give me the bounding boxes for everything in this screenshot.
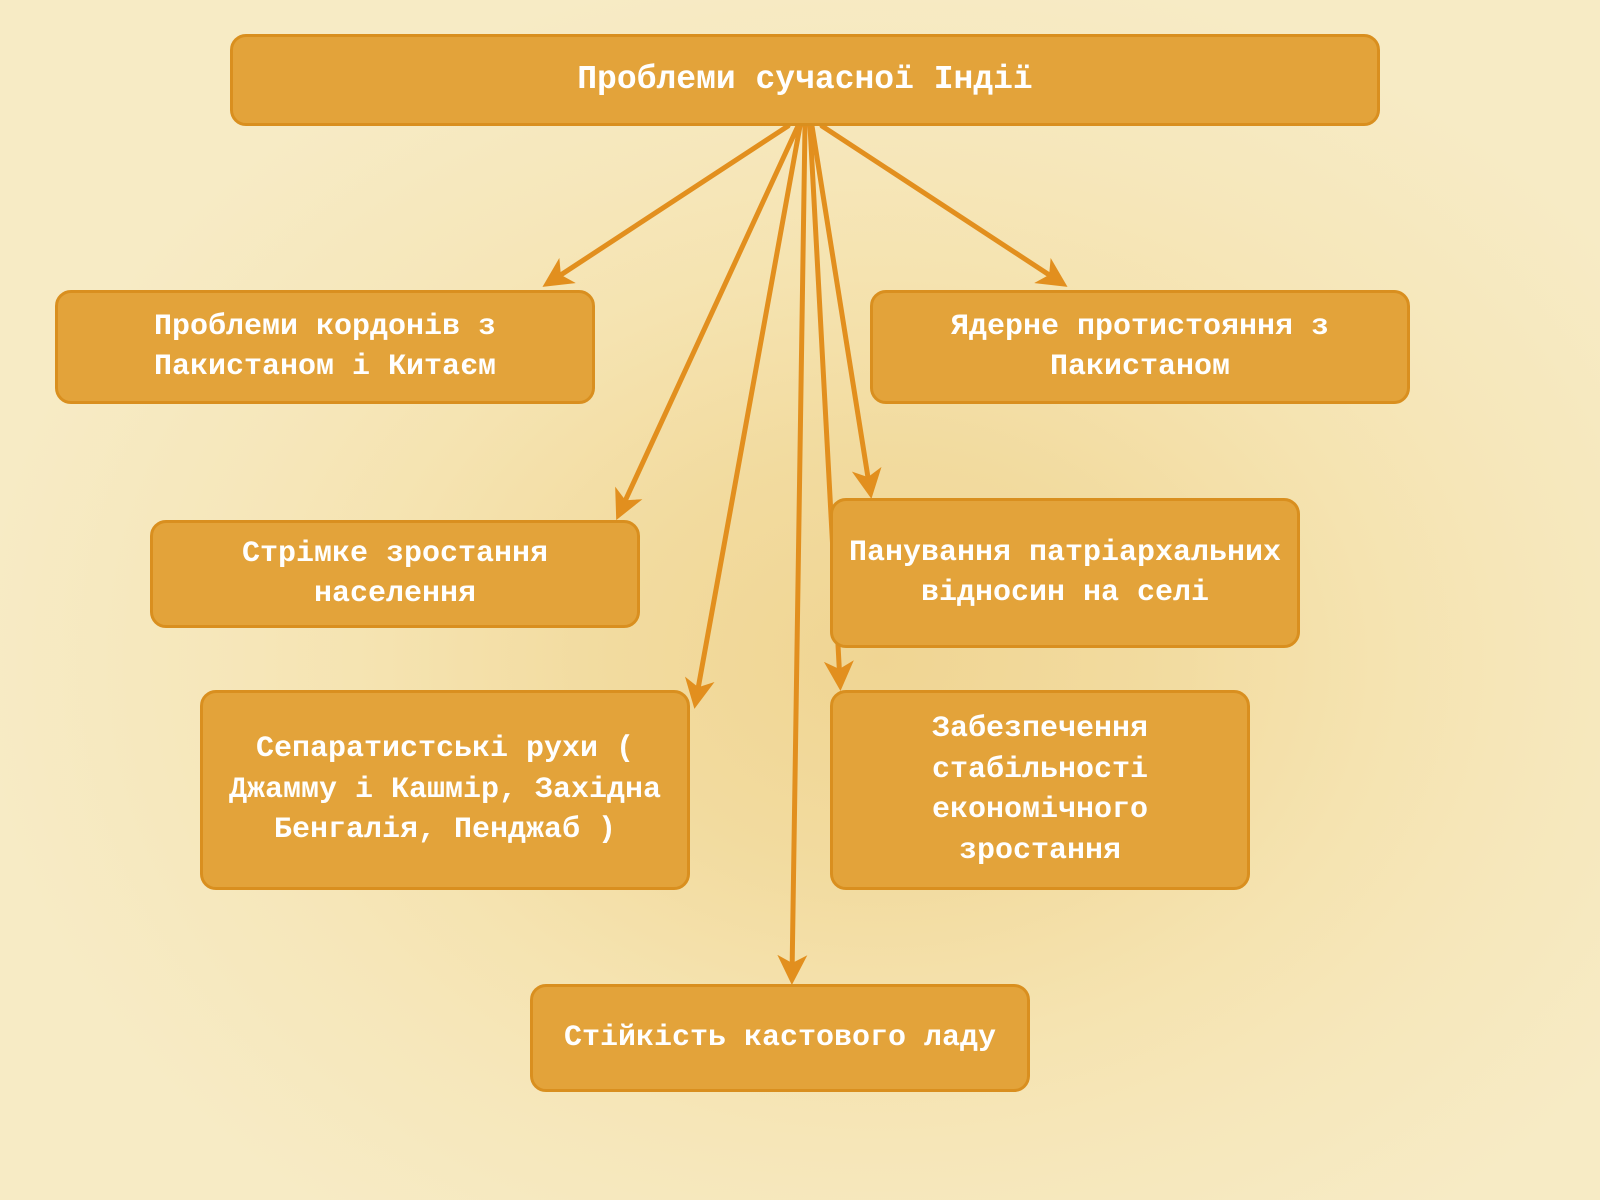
- node-label: Проблеми кордонів з Пакистаном і Китаєм: [72, 307, 578, 388]
- node-caste: Стійкість кастового ладу: [530, 984, 1030, 1092]
- node-label: Ядерне протистояння з Пакистаном: [887, 307, 1393, 388]
- edge-root-borders: [550, 126, 788, 282]
- edge-root-patriarchy: [812, 126, 870, 490]
- node-label: Проблеми сучасної Індії: [577, 58, 1032, 103]
- node-borders: Проблеми кордонів з Пакистаном і Китаєм: [55, 290, 595, 404]
- node-nuclear: Ядерне протистояння з Пакистаном: [870, 290, 1410, 404]
- edge-root-nuclear: [822, 126, 1060, 282]
- node-label: Панування патріархальних відносин на сел…: [847, 533, 1283, 614]
- node-label: Стрімке зростання населення: [167, 534, 623, 615]
- node-root: Проблеми сучасної Індії: [230, 34, 1380, 126]
- node-label: Забезпечення стабільності економічного з…: [847, 709, 1233, 871]
- node-separatism: Сепаратистські рухи ( Джамму і Кашмір, З…: [200, 690, 690, 890]
- node-population: Стрімке зростання населення: [150, 520, 640, 628]
- node-label: Сепаратистські рухи ( Джамму і Кашмір, З…: [217, 729, 673, 851]
- node-label: Стійкість кастового ладу: [564, 1018, 996, 1059]
- node-patriarchy: Панування патріархальних відносин на сел…: [830, 498, 1300, 648]
- edge-root-caste: [792, 126, 805, 976]
- edge-root-separatism: [696, 126, 800, 700]
- node-economy: Забезпечення стабільності економічного з…: [830, 690, 1250, 890]
- edge-root-population: [620, 126, 798, 512]
